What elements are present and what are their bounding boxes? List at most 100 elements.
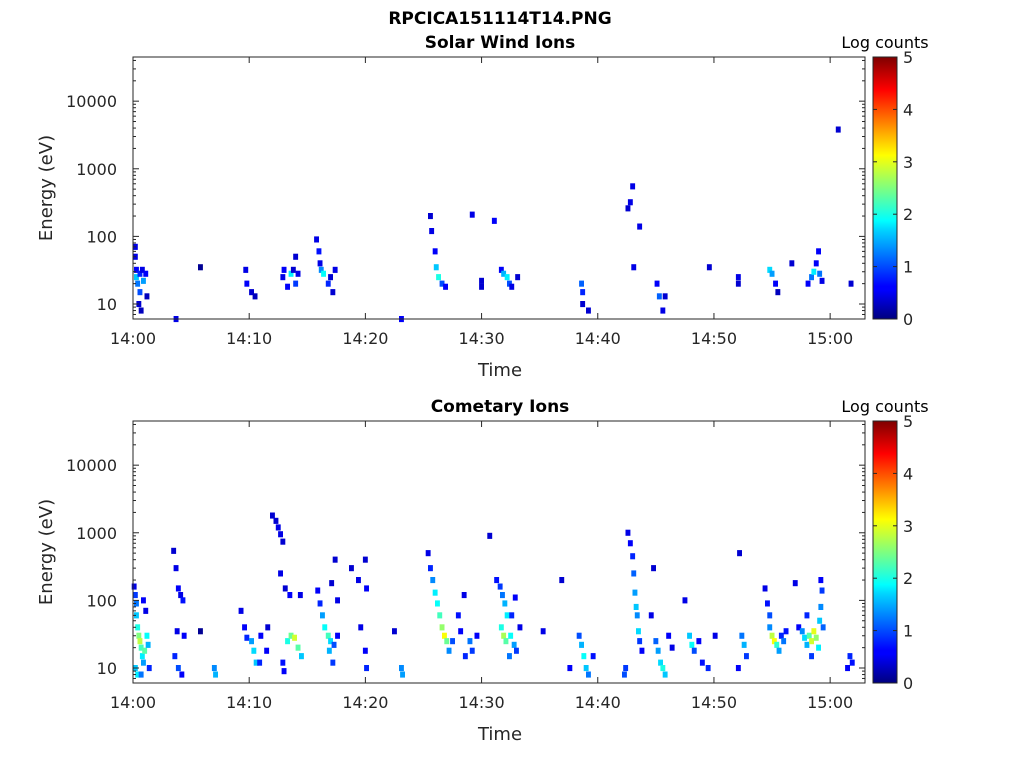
spectrogram-cell (180, 597, 186, 604)
spectrogram-cell (257, 659, 263, 666)
spectrogram-cell (494, 577, 500, 584)
x-tick-label: 14:50 (691, 693, 737, 712)
spectrogram-cell (767, 612, 773, 619)
spectrogram-cell (322, 624, 328, 631)
spectrogram-cell (325, 280, 331, 287)
spectrogram-cell (515, 274, 521, 281)
panel-title: Cometary Ions (431, 397, 570, 417)
spectrogram-cell (517, 624, 523, 631)
colorbar-tick-label: 2 (903, 205, 913, 224)
spectrogram-cell (630, 183, 636, 190)
colorbar-ticks: 0 1 2 3 4 5 (873, 412, 913, 693)
colorbar-tick-label: 5 (903, 412, 913, 431)
y-axis-label: Energy (eV) (36, 135, 57, 241)
spectrogram-cell (586, 671, 591, 678)
spectrogram-cell (507, 653, 512, 660)
spectrogram-cell (630, 553, 636, 560)
spectrogram-cells (132, 126, 854, 323)
y-tick-label: 100 (86, 227, 117, 246)
spectrogram-cell (332, 266, 338, 273)
spectrogram-cell (138, 671, 144, 678)
spectrogram-cell (712, 632, 718, 639)
spectrogram-cell (776, 647, 782, 654)
y-axis: 10 100 1000 10000 (66, 423, 865, 684)
spectrogram-cell (771, 638, 777, 645)
spectrogram-cell (290, 266, 296, 273)
spectrogram-cell (487, 532, 493, 539)
spectrogram-cell (364, 585, 369, 592)
spectrogram-cell (540, 628, 546, 635)
spectrogram-cell (636, 628, 641, 635)
spectrogram-cell (264, 647, 270, 654)
spectrogram-cell (819, 277, 825, 284)
spectrogram-cell (461, 592, 467, 599)
x-axis: 14:00 14:10 14:20 14:30 14:40 14:50 15:00 (110, 421, 853, 712)
spectrogram-cell (251, 647, 257, 654)
spectrogram-cell (491, 217, 497, 224)
spectrogram-cell (362, 556, 368, 563)
spectrogram-cell (428, 213, 433, 220)
spectrogram-cell (737, 550, 742, 557)
spectrogram-cell (143, 607, 149, 614)
spectrogram-cell (653, 638, 659, 645)
spectrogram-cell (849, 659, 855, 666)
spectrogram-cell (656, 293, 662, 300)
spectrogram-cell (175, 585, 181, 592)
spectrogram-cell (820, 624, 826, 631)
spectrogram-cell (799, 628, 805, 635)
spectrogram-cell (437, 612, 443, 619)
spectrogram-cell (590, 653, 596, 660)
spectrogram-cell (706, 264, 712, 271)
spectrogram-cell (281, 266, 287, 273)
spectrogram-cell (687, 632, 692, 639)
x-tick-label: 14:30 (459, 329, 505, 348)
spectrogram-cell (429, 228, 435, 235)
spectrogram-cell (811, 628, 817, 635)
spectrogram-cell (144, 632, 150, 639)
colorbar-tick-label: 5 (903, 48, 913, 67)
spectrogram-cell (848, 280, 854, 287)
spectrogram-cell (658, 659, 663, 666)
colorbar-tick-label: 3 (903, 517, 913, 536)
spectrogram-cell (559, 577, 565, 584)
spectrogram-cell (811, 268, 817, 275)
spectrogram-cell (179, 671, 185, 678)
spectrogram-cell (792, 580, 798, 587)
spectrogram-cell (287, 592, 293, 599)
spectrogram-cell (400, 671, 405, 678)
spectrogram-cell (356, 577, 361, 584)
spectrogram-cell (735, 280, 741, 287)
y-tick-label: 1000 (76, 160, 117, 179)
x-tick-label: 14:20 (342, 329, 388, 348)
spectrogram-cell (171, 547, 177, 554)
spectrogram-cell (288, 632, 294, 639)
spectrogram-cell (504, 612, 510, 619)
spectrogram-cell (651, 565, 656, 572)
spectrogram-cell (627, 199, 633, 206)
spectrogram-cell (583, 665, 589, 672)
spectrogram-cell (249, 638, 254, 645)
figure-title: RPCICA151114T14.PNG (388, 9, 611, 29)
spectrogram-cell (739, 632, 745, 639)
spectrogram-cell (134, 612, 139, 619)
spectrogram-cell (328, 638, 333, 645)
spectrogram-cell (332, 556, 338, 563)
spectrogram-cell (446, 647, 452, 654)
spectrogram-cell (281, 668, 287, 675)
spectrogram-cell (835, 126, 841, 133)
spectrogram-cell (625, 205, 631, 212)
x-tick-label: 14:10 (226, 329, 272, 348)
spectrogram-cell (138, 644, 144, 651)
spectrogram-cell (580, 289, 586, 296)
plot-frame (132, 56, 866, 320)
spectrogram-cell (682, 597, 688, 604)
spectrogram-cell (321, 270, 326, 277)
x-tick-label: 14:00 (110, 329, 156, 348)
spectrogram-cell (741, 641, 747, 648)
spectrogram-cell (623, 665, 629, 672)
spectrogram-cell (265, 624, 271, 631)
spectrogram-cell (328, 274, 333, 281)
x-axis: 14:00 14:10 14:20 14:30 14:40 14:50 15:00 (110, 57, 853, 348)
spectrogram-cell (285, 638, 290, 645)
spectrogram-cell (244, 634, 250, 641)
